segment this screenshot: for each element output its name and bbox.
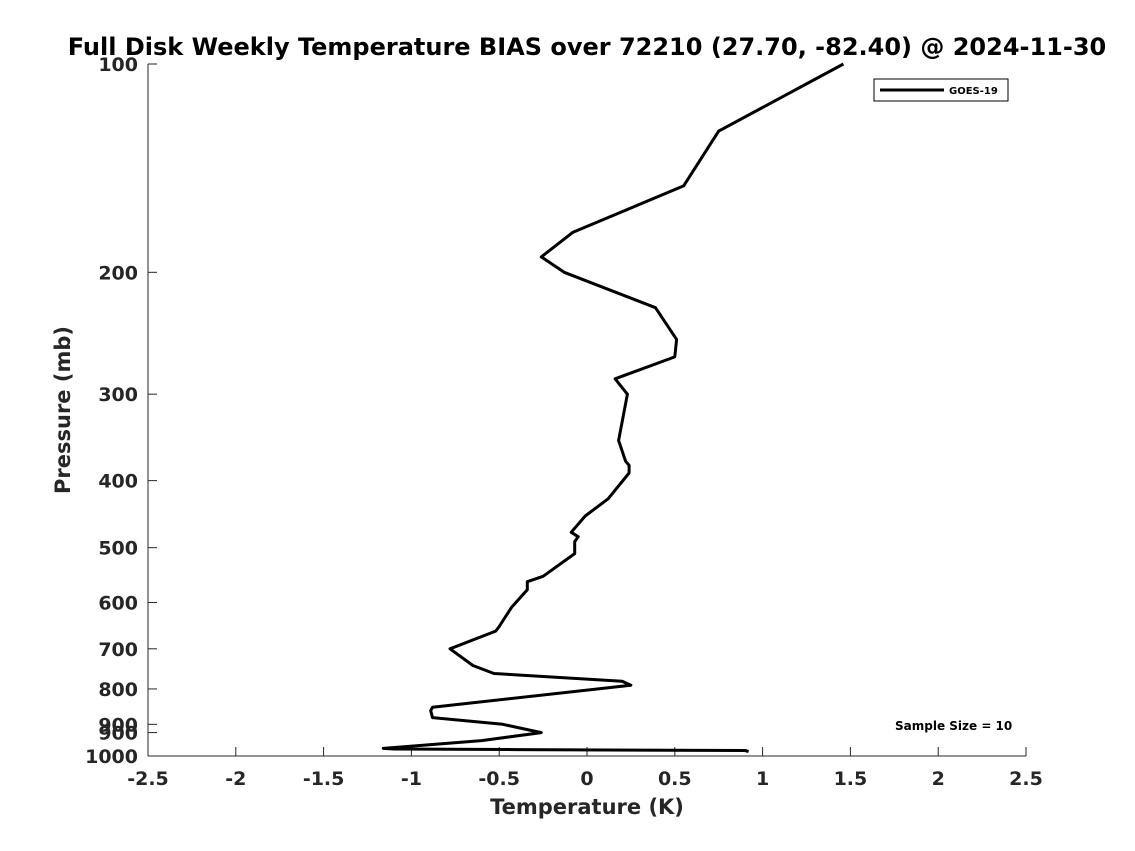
y-tick-label: 300 bbox=[98, 384, 138, 406]
y-axis-label: Pressure (mb) bbox=[51, 326, 75, 494]
x-tick-label: 2 bbox=[932, 768, 945, 790]
chart-title: Full Disk Weekly Temperature BIAS over 7… bbox=[68, 33, 1107, 61]
y-tick-label: 400 bbox=[98, 471, 138, 493]
y-tick-label: 700 bbox=[98, 639, 138, 661]
y-tick-label: 100 bbox=[98, 54, 138, 76]
x-tick-label: 0 bbox=[580, 768, 593, 790]
x-tick-label: 1.5 bbox=[834, 768, 868, 790]
sample-size-annotation: Sample Size = 10 bbox=[895, 719, 1012, 733]
y-tick-label: 900 bbox=[98, 723, 138, 745]
y-tick-label: 800 bbox=[98, 679, 138, 701]
series-line-goes-19 bbox=[381, 62, 845, 753]
y-tick-label: 600 bbox=[98, 592, 138, 614]
x-tick-label: -1.5 bbox=[303, 768, 345, 790]
x-tick-label: -1 bbox=[401, 768, 422, 790]
y-tick-label: 900 bbox=[98, 714, 138, 736]
series-layer bbox=[381, 62, 845, 753]
x-tick-label: 2.5 bbox=[1009, 768, 1043, 790]
legend-entry-goes-19: GOES-19 bbox=[949, 86, 998, 97]
x-tick-label: -2.5 bbox=[127, 768, 169, 790]
plot-axes: -2.5 -2 -1.5 -1 -0.5 0 0.5 1 1.5 2 2.5 100 200 300 400… bbox=[85, 54, 1043, 790]
x-tick-label: -2 bbox=[225, 768, 246, 790]
legend: GOES-19 bbox=[873, 78, 1009, 102]
x-tick-label: -0.5 bbox=[478, 768, 520, 790]
x-axis-label: Temperature (K) bbox=[490, 795, 684, 819]
y-tick-label: 200 bbox=[98, 262, 138, 284]
y-tick-label: 1000 bbox=[85, 746, 138, 768]
x-tick-label: 0.5 bbox=[658, 768, 692, 790]
x-tick-label: 1 bbox=[756, 768, 769, 790]
y-tick-label: 500 bbox=[98, 538, 138, 560]
